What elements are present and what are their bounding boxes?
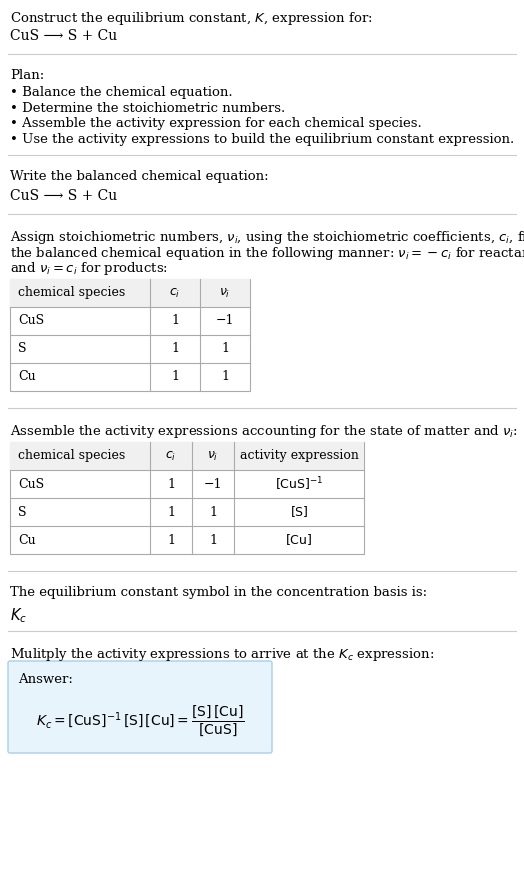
Text: Cu: Cu xyxy=(18,371,36,383)
Text: Mulitply the activity expressions to arrive at the $K_c$ expression:: Mulitply the activity expressions to arr… xyxy=(10,646,434,663)
Text: $\nu_i$: $\nu_i$ xyxy=(220,286,231,300)
Text: Assign stoichiometric numbers, $\nu_i$, using the stoichiometric coefficients, $: Assign stoichiometric numbers, $\nu_i$, … xyxy=(10,229,524,246)
Text: 1: 1 xyxy=(167,506,175,519)
Text: −1: −1 xyxy=(216,315,234,328)
Text: activity expression: activity expression xyxy=(239,449,358,463)
Text: The equilibrium constant symbol in the concentration basis is:: The equilibrium constant symbol in the c… xyxy=(10,586,427,599)
Text: • Assemble the activity expression for each chemical species.: • Assemble the activity expression for e… xyxy=(10,117,422,130)
Text: Plan:: Plan: xyxy=(10,69,44,82)
Text: 1: 1 xyxy=(167,534,175,546)
Text: $K_c$: $K_c$ xyxy=(10,606,27,626)
Text: $[\mathrm{CuS}]^{-1}$: $[\mathrm{CuS}]^{-1}$ xyxy=(275,475,323,492)
Text: CuS: CuS xyxy=(18,478,44,491)
Bar xyxy=(10,279,250,307)
Text: the balanced chemical equation in the following manner: $\nu_i = -c_i$ for react: the balanced chemical equation in the fo… xyxy=(10,245,524,262)
Text: S: S xyxy=(18,506,27,519)
Text: CuS ⟶ S + Cu: CuS ⟶ S + Cu xyxy=(10,189,117,203)
Text: Answer:: Answer: xyxy=(18,673,73,686)
Text: Assemble the activity expressions accounting for the state of matter and $\nu_i$: Assemble the activity expressions accoun… xyxy=(10,423,518,440)
Text: • Determine the stoichiometric numbers.: • Determine the stoichiometric numbers. xyxy=(10,101,285,115)
Text: 1: 1 xyxy=(221,343,229,356)
Text: CuS ⟶ S + Cu: CuS ⟶ S + Cu xyxy=(10,29,117,43)
Text: −1: −1 xyxy=(204,478,222,491)
Text: chemical species: chemical species xyxy=(18,286,125,300)
Text: chemical species: chemical species xyxy=(18,449,125,463)
Text: 1: 1 xyxy=(171,315,179,328)
Text: and $\nu_i = c_i$ for products:: and $\nu_i = c_i$ for products: xyxy=(10,260,168,277)
Text: Write the balanced chemical equation:: Write the balanced chemical equation: xyxy=(10,170,269,183)
Text: 1: 1 xyxy=(171,343,179,356)
Text: CuS: CuS xyxy=(18,315,44,328)
Text: • Use the activity expressions to build the equilibrium constant expression.: • Use the activity expressions to build … xyxy=(10,132,514,145)
Text: 1: 1 xyxy=(209,534,217,546)
Text: $[\mathrm{S}]$: $[\mathrm{S}]$ xyxy=(290,505,308,520)
Text: 1: 1 xyxy=(167,478,175,491)
Text: 1: 1 xyxy=(171,371,179,383)
Text: S: S xyxy=(18,343,27,356)
Text: $[\mathrm{Cu}]$: $[\mathrm{Cu}]$ xyxy=(286,532,313,547)
Text: $c_i$: $c_i$ xyxy=(169,286,181,300)
Text: Cu: Cu xyxy=(18,534,36,546)
Text: $c_i$: $c_i$ xyxy=(166,449,177,463)
Text: $\nu_i$: $\nu_i$ xyxy=(208,449,219,463)
Bar xyxy=(10,442,364,554)
Text: Construct the equilibrium constant, $K$, expression for:: Construct the equilibrium constant, $K$,… xyxy=(10,10,373,27)
Text: 1: 1 xyxy=(209,506,217,519)
Text: 1: 1 xyxy=(221,371,229,383)
Text: $K_c = [\mathrm{CuS}]^{-1}\,[\mathrm{S}]\,[\mathrm{Cu}] = \dfrac{[\mathrm{S}]\,[: $K_c = [\mathrm{CuS}]^{-1}\,[\mathrm{S}]… xyxy=(36,704,244,738)
FancyBboxPatch shape xyxy=(8,661,272,753)
Text: • Balance the chemical equation.: • Balance the chemical equation. xyxy=(10,86,233,99)
Bar xyxy=(10,279,250,391)
Bar xyxy=(10,442,364,470)
